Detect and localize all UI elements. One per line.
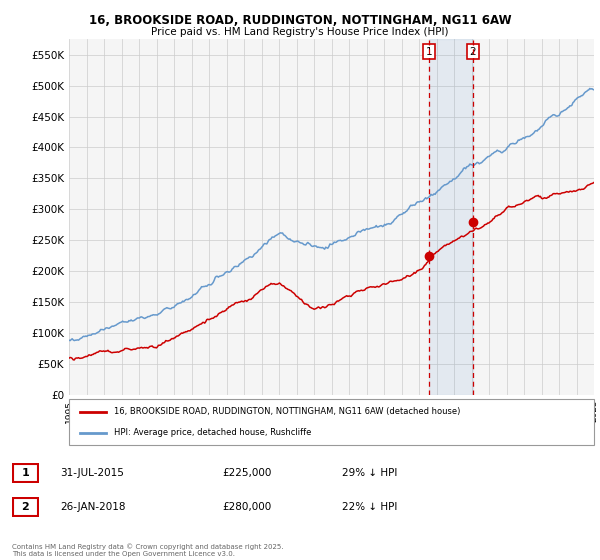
FancyBboxPatch shape: [13, 464, 38, 482]
Text: £280,000: £280,000: [222, 502, 271, 512]
Text: HPI: Average price, detached house, Rushcliffe: HPI: Average price, detached house, Rush…: [113, 428, 311, 437]
Text: 16, BROOKSIDE ROAD, RUDDINGTON, NOTTINGHAM, NG11 6AW: 16, BROOKSIDE ROAD, RUDDINGTON, NOTTINGH…: [89, 14, 511, 27]
Bar: [429, 39, 473, 395]
FancyBboxPatch shape: [69, 399, 594, 445]
Text: 2: 2: [22, 502, 29, 512]
Text: 2: 2: [469, 46, 476, 57]
Text: 22% ↓ HPI: 22% ↓ HPI: [342, 502, 397, 512]
Text: Contains HM Land Registry data © Crown copyright and database right 2025.
This d: Contains HM Land Registry data © Crown c…: [12, 544, 284, 557]
Text: Price paid vs. HM Land Registry's House Price Index (HPI): Price paid vs. HM Land Registry's House …: [151, 27, 449, 37]
Text: 29% ↓ HPI: 29% ↓ HPI: [342, 468, 397, 478]
Text: 1: 1: [22, 468, 29, 478]
Text: £225,000: £225,000: [222, 468, 271, 478]
Text: 26-JAN-2018: 26-JAN-2018: [60, 502, 125, 512]
FancyBboxPatch shape: [13, 498, 38, 516]
Text: 16, BROOKSIDE ROAD, RUDDINGTON, NOTTINGHAM, NG11 6AW (detached house): 16, BROOKSIDE ROAD, RUDDINGTON, NOTTINGH…: [113, 407, 460, 416]
Text: 31-JUL-2015: 31-JUL-2015: [60, 468, 124, 478]
Text: 1: 1: [426, 46, 433, 57]
